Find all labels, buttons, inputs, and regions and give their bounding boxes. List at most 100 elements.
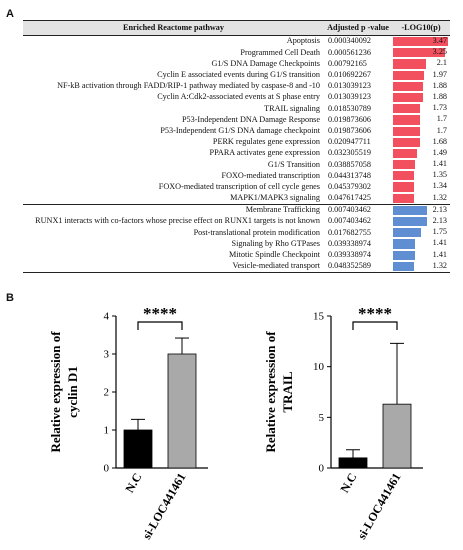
adjusted-p-value: 0.018530789 xyxy=(328,103,371,113)
log10p-cell: 2.13 xyxy=(392,203,450,216)
log10p-value: 2.1 xyxy=(436,58,447,68)
log10p-value: 1.41 xyxy=(432,249,447,259)
pathway-name: Mitotic Spindle Checkpoint xyxy=(229,250,320,260)
y-axis-label-line1: Relative expression of xyxy=(263,331,278,453)
table-row: Membrane Trafficking 0.007403462 2.13 xyxy=(23,203,450,216)
adjusted-p-value: 0.045379302 xyxy=(328,181,371,191)
pathway-name: RUNX1 interacts with co-factors whose pr… xyxy=(35,216,320,226)
adjusted-p-value: 0.020947711 xyxy=(328,137,371,147)
adjusted-p-value: 0.013039123 xyxy=(328,81,371,91)
log10p-value: 1.41 xyxy=(432,159,447,169)
trail-bar-chart: 0 5 10 15 Relative expression of TRAIL N.Csi-L… xyxy=(263,304,423,542)
table-row: G1/S Transition 0.038857058 1.41 xyxy=(23,159,450,170)
log10p-cell: 1.34 xyxy=(392,181,450,192)
pathway-name: PERK regulates gene expression xyxy=(212,137,320,147)
log10p-bar xyxy=(393,92,423,103)
log10p-cell: 1.75 xyxy=(392,227,450,238)
log10p-bar xyxy=(393,228,421,238)
log10p-cell: 3.25 xyxy=(392,47,450,58)
pathway-name: G1/S Transition xyxy=(267,159,320,169)
significance-stars: **** xyxy=(143,304,177,323)
table-row: P53-Independent G1/S DNA damage checkpoi… xyxy=(23,126,450,137)
log10p-value: 1.73 xyxy=(432,103,447,113)
y-tick-label: 5 xyxy=(319,412,325,424)
pathway-name: Cyclin E associated events during G1/S t… xyxy=(157,70,320,80)
adjusted-p-value: 0.000340092 xyxy=(328,36,371,46)
adjusted-p-value: 0.010692267 xyxy=(328,70,371,80)
log10p-value: 1.97 xyxy=(432,69,447,79)
category-label: si-LOC441461 xyxy=(139,471,188,542)
bar-nc xyxy=(123,429,153,469)
table-header-row: Enriched Reactome pathway Adjusted p -va… xyxy=(23,20,450,36)
pathway-name: PPARA activates gene expression xyxy=(209,148,320,158)
table-row: Mitotic Spindle Checkpoint 0.039338974 1.4… xyxy=(23,250,450,261)
y-tick-label: 3 xyxy=(104,349,110,361)
adjusted-p-value: 0.038857058 xyxy=(328,159,371,169)
table-row: RUNX1 interacts with co-factors whose pr… xyxy=(23,216,450,227)
log10p-bar xyxy=(393,217,427,227)
log10p-bar xyxy=(393,261,414,271)
table-row: FOXO-mediated transcription of cell cycl… xyxy=(23,181,450,192)
table-body: Apoptosis 0.000340092 3.47 Programmed Cell … xyxy=(23,36,450,273)
log10p-value: 1.32 xyxy=(432,192,447,202)
table-row: FOXO-mediated transcription 0.044313748 1.… xyxy=(23,170,450,181)
log10p-bar xyxy=(393,59,427,69)
log10p-value: 1.41 xyxy=(432,238,447,248)
log10p-value: 1.34 xyxy=(432,181,447,191)
log10p-cell: 1.68 xyxy=(392,137,450,148)
table-row: Vesicle-mediated transport 0.048352589 1.3… xyxy=(23,260,450,273)
adjusted-p-value: 0.039338974 xyxy=(328,250,371,260)
y-axis-label: Relative expression of TRAIL xyxy=(263,331,295,453)
y-tick-label: 10 xyxy=(313,361,325,373)
log10p-bar xyxy=(393,171,415,181)
pathway-name: FOXO-mediated transcription xyxy=(221,170,320,180)
panel-label-b: B xyxy=(6,292,14,304)
header-pathway: Enriched Reactome pathway xyxy=(23,20,324,36)
log10p-cell: 1.88 xyxy=(392,81,450,92)
log10p-cell: 1.88 xyxy=(392,92,450,103)
bar-si xyxy=(382,403,412,469)
log10p-value: 3.25 xyxy=(432,47,447,57)
log10p-value: 1.7 xyxy=(436,114,447,124)
log10p-value: 1.7 xyxy=(436,125,447,135)
log10p-cell: 1.97 xyxy=(392,70,450,81)
pathway-name: G1/S DNA Damage Checkpoints xyxy=(211,58,320,68)
y-tick-label: 15 xyxy=(313,311,325,323)
log10p-cell: 1.41 xyxy=(392,250,450,261)
log10p-bar xyxy=(393,250,416,260)
table-row: G1/S DNA Damage Checkpoints 0.00792165 2.1 xyxy=(23,58,450,69)
adjusted-p-value: 0.017682755 xyxy=(328,227,371,237)
log10p-value: 3.47 xyxy=(432,36,447,45)
log10p-bar xyxy=(393,160,416,170)
log10p-value: 1.49 xyxy=(432,147,447,157)
log10p-bar xyxy=(393,205,427,215)
category-label: si-LOC441461 xyxy=(354,471,403,542)
log10p-value: 1.88 xyxy=(432,80,447,90)
log10p-cell: 1.32 xyxy=(392,193,450,205)
adjusted-p-value: 0.047617425 xyxy=(328,193,371,203)
log10p-cell: 1.7 xyxy=(392,114,450,125)
log10p-bar xyxy=(393,48,445,58)
log10p-cell: 1.41 xyxy=(392,159,450,170)
log10p-bar xyxy=(393,126,420,136)
pathway-name: P53-Independent DNA Damage Response xyxy=(181,114,320,124)
log10p-value: 1.75 xyxy=(432,227,447,237)
log10p-bar xyxy=(393,239,416,249)
log10p-value: 2.13 xyxy=(432,216,447,225)
log10p-cell: 1.35 xyxy=(392,170,450,181)
adjusted-p-value: 0.007403462 xyxy=(328,216,371,226)
log10p-bar xyxy=(393,70,425,80)
log10p-value: 1.35 xyxy=(432,170,447,180)
header-adjusted-p: Adjusted p -value xyxy=(324,20,392,36)
y-axis-label: Relative expression of cyclin D1 xyxy=(48,331,80,453)
pathway-name: Vesicle-mediated transport xyxy=(23,260,324,273)
adjusted-p-value: 0.019873606 xyxy=(328,114,371,124)
table-row: Signaling by Rho GTPases 0.039338974 1.41 xyxy=(23,238,450,249)
adjusted-p-value: 0.013039123 xyxy=(328,92,371,102)
log10p-bar xyxy=(393,104,421,114)
pathway-name: Programmed Cell Death xyxy=(240,47,320,57)
cyclin-d1-bar-chart: 0 1 2 3 4 Relative expression of cyclin D1 N.Cs… xyxy=(48,304,208,542)
pathway-name: Cyclin A:Cdk2-associated events at S pha… xyxy=(157,92,320,102)
log10p-bar xyxy=(393,193,414,203)
log10p-cell: 1.41 xyxy=(392,238,450,249)
